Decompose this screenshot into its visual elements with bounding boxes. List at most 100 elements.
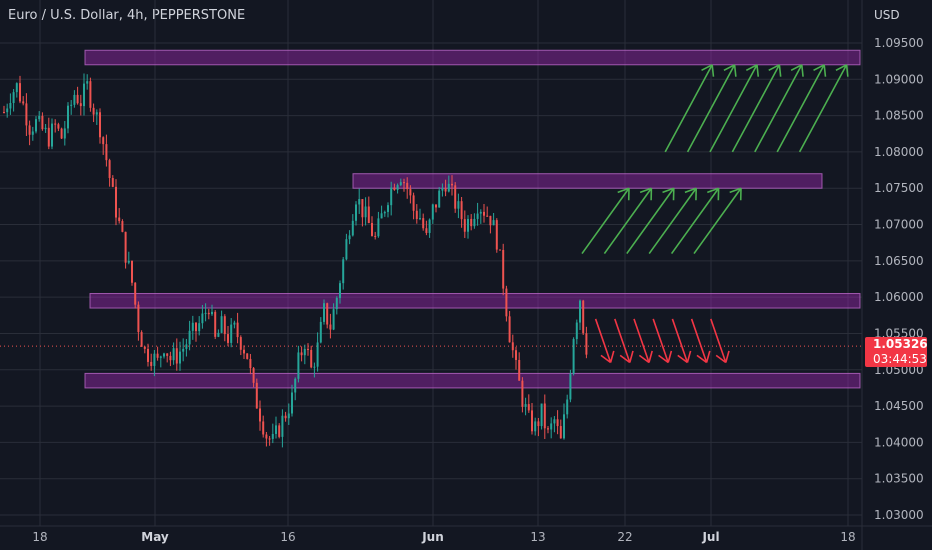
down-arrow-shaft	[671, 318, 689, 363]
up-arrow-shaft	[648, 187, 697, 255]
price-tick-label: 1.04500	[874, 399, 924, 413]
currency-label[interactable]: USD	[874, 8, 900, 22]
down-arrow-head	[629, 350, 634, 363]
up-arrow	[798, 64, 849, 153]
candle-body	[137, 304, 140, 333]
candle-body	[515, 350, 517, 360]
candle-body	[47, 127, 50, 147]
up-arrow	[648, 187, 697, 255]
candle-body	[9, 103, 12, 109]
candle	[124, 231, 127, 269]
candle	[227, 326, 229, 347]
candle-body	[83, 83, 85, 107]
up-arrow-head	[701, 64, 713, 71]
candle	[89, 77, 92, 112]
candle	[243, 345, 245, 359]
time-tick-label: 13	[530, 530, 545, 544]
candle-body	[271, 433, 274, 439]
bar-countdown: 03:44:53	[873, 352, 927, 366]
up-arrow	[693, 187, 742, 255]
candle-body	[313, 366, 316, 368]
candle	[527, 394, 530, 413]
candle-body	[377, 218, 380, 237]
candle-body	[230, 324, 233, 343]
candle-body	[38, 115, 41, 120]
candle	[550, 417, 553, 439]
candle	[422, 213, 425, 231]
candle	[95, 109, 98, 125]
up-arrow-head	[778, 64, 782, 77]
candle-body	[140, 332, 143, 347]
price-axis[interactable]: 1.09500 1.09000 1.08500 1.08000 1.07500 1.070…	[874, 36, 924, 522]
candle	[415, 204, 418, 224]
zones	[0, 49, 862, 389]
candle	[76, 86, 79, 105]
candle-body	[489, 215, 492, 226]
up-arrow	[603, 187, 653, 255]
candle-body	[175, 348, 178, 364]
candle	[412, 192, 415, 220]
candle-body	[374, 235, 377, 237]
candle	[131, 260, 133, 286]
candle	[291, 384, 293, 417]
chart-title[interactable]: Euro / U.S. Dollar, 4h, PEPPERSTONE	[8, 8, 246, 23]
candle	[335, 296, 338, 315]
candle	[476, 202, 479, 226]
candle	[390, 181, 393, 216]
candle-body	[556, 419, 559, 427]
candle-body	[367, 206, 370, 224]
candle-body	[380, 213, 383, 219]
candle	[198, 316, 201, 336]
candle-body	[335, 297, 338, 310]
candle-body	[278, 425, 281, 437]
candle-body	[476, 213, 479, 219]
candle	[150, 353, 153, 371]
up-arrow-head	[745, 64, 758, 71]
candle	[438, 187, 441, 208]
candle-body	[259, 408, 261, 422]
candle	[214, 310, 217, 340]
candle	[12, 89, 15, 112]
price-tick-label: 1.07500	[874, 181, 924, 195]
candle	[223, 314, 226, 342]
candle	[511, 334, 514, 358]
candle-body	[303, 348, 306, 356]
candle	[406, 177, 409, 199]
candle-body	[547, 428, 549, 430]
candle	[31, 126, 34, 141]
candle	[236, 312, 239, 344]
candle	[255, 378, 258, 409]
candle	[534, 417, 537, 436]
candle-body	[457, 201, 460, 209]
up-arrow-shaft	[693, 187, 742, 255]
candle-body	[511, 342, 514, 351]
candle-body	[159, 356, 162, 358]
candle-body	[127, 260, 130, 263]
arrows	[581, 64, 849, 364]
candle-body	[435, 204, 437, 208]
candle-body	[531, 410, 533, 432]
down-arrow-head	[609, 350, 615, 363]
candle-body	[470, 218, 473, 227]
candle	[585, 326, 588, 359]
candle-body	[451, 183, 453, 186]
candle-body	[467, 218, 469, 232]
time-axis[interactable]: 18 May 16 Jun 13 22 Jul 18	[32, 530, 855, 544]
candle-body	[207, 312, 210, 315]
candle-body	[569, 373, 572, 400]
candle	[396, 183, 399, 194]
up-arrow-head	[639, 187, 652, 194]
candle	[54, 119, 57, 133]
up-arrow	[581, 187, 630, 255]
down-arrow-shaft	[652, 318, 669, 363]
candle	[249, 353, 252, 375]
down-arrow-head	[725, 350, 730, 363]
up-arrow-head	[845, 64, 849, 77]
candle-body	[332, 309, 335, 330]
candle	[70, 100, 73, 115]
candle-body	[201, 313, 204, 324]
down-arrow-head	[619, 354, 631, 364]
candle	[79, 94, 82, 116]
candle-body	[553, 419, 556, 424]
